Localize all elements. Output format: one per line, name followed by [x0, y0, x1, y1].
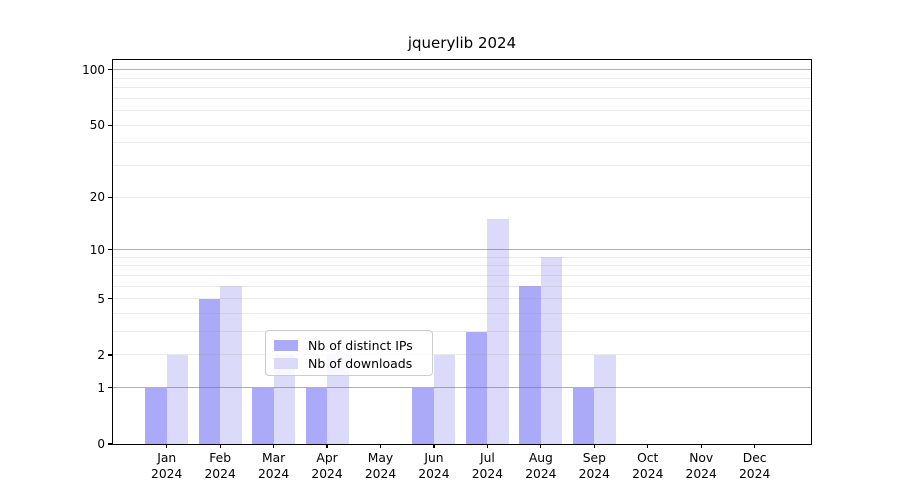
- gridline-minor: [113, 331, 811, 333]
- x-tick-mark: [273, 444, 275, 448]
- x-tick-label-aug: Aug 2024: [525, 451, 557, 481]
- gridline-minor: [113, 265, 811, 267]
- y-tick-mark: [108, 298, 113, 300]
- y-tick-mark: [108, 124, 113, 126]
- plot-area: [113, 60, 811, 444]
- y-tick-mark: [108, 443, 113, 445]
- y-tick-label: 20: [89, 190, 105, 205]
- gridline-minor: [113, 142, 811, 144]
- legend-item-downloads: Nb of downloads: [274, 355, 424, 372]
- y-tick-mark: [108, 387, 113, 389]
- gridline-major: [113, 387, 811, 389]
- x-tick-label-nov: Nov 2024: [685, 451, 717, 481]
- x-tick-mark: [647, 444, 649, 448]
- x-tick-mark: [433, 444, 435, 448]
- y-tick-mark: [108, 69, 113, 71]
- gridline-minor: [113, 285, 811, 287]
- y-tick-mark: [108, 248, 113, 251]
- gridline-minor: [113, 274, 811, 276]
- gridline-minor: [113, 110, 811, 112]
- x-tick-label-feb: Feb 2024: [204, 451, 236, 481]
- y-tick-label: 0: [97, 437, 105, 451]
- x-tick-label-sep: Sep 2024: [578, 451, 610, 481]
- x-tick-label-apr: Apr 2024: [311, 451, 343, 481]
- x-tick-label-jun: Jun 2024: [418, 451, 450, 481]
- legend-swatch-distinct-ips: [274, 340, 298, 351]
- y-tick-label: 10: [89, 242, 105, 257]
- bar-downloads-jan: [166, 354, 189, 444]
- bar-distinct-ips-sep: [572, 387, 595, 444]
- bar-downloads-sep: [594, 354, 616, 444]
- bar-distinct-ips-apr: [305, 387, 328, 444]
- x-tick-mark: [379, 444, 382, 448]
- legend-item-distinct-ips: Nb of distinct IPs: [274, 337, 424, 354]
- x-tick-label-may: May 2024: [364, 451, 397, 481]
- gridline-major: [113, 69, 811, 71]
- x-tick-mark: [593, 444, 595, 448]
- gridline-major: [113, 248, 811, 251]
- gridline-minor: [113, 165, 811, 167]
- y-tick-label: 2: [97, 347, 105, 362]
- y-tick-label: 50: [89, 118, 105, 133]
- gridline-minor: [113, 354, 811, 356]
- x-tick-label-jul: Jul 2024: [471, 451, 504, 481]
- bar-downloads-apr: [327, 354, 349, 444]
- x-tick-mark: [486, 444, 488, 448]
- gridline-minor: [113, 196, 811, 198]
- gridline-minor: [113, 87, 811, 89]
- x-tick-mark: [219, 444, 221, 448]
- legend-label-downloads: Nb of downloads: [308, 356, 413, 371]
- y-tick-mark: [108, 196, 113, 198]
- gridline-minor: [113, 298, 811, 300]
- x-tick-label-jan: Jan 2024: [151, 451, 183, 481]
- x-tick-label-oct: Oct 2024: [632, 451, 664, 481]
- gridline-minor: [113, 313, 811, 314]
- grid-layer: [113, 60, 811, 444]
- x-tick-label-dec: Dec 2024: [738, 451, 771, 481]
- legend: Nb of distinct IPs Nb of downloads: [265, 330, 433, 376]
- x-tick-mark: [540, 444, 542, 448]
- bar-distinct-ips-jan: [145, 387, 167, 444]
- bar-distinct-ips-jun: [412, 387, 434, 444]
- gridline-minor: [113, 97, 811, 99]
- bar-downloads-feb: [220, 286, 242, 444]
- y-tick-label: 5: [97, 291, 105, 306]
- x-tick-mark: [754, 444, 756, 448]
- x-tick-label-mar: Mar 2024: [257, 451, 290, 481]
- y-tick-mark: [108, 354, 113, 356]
- y-tick-label: 100: [82, 62, 105, 77]
- x-tick-mark: [166, 444, 168, 448]
- x-tick-mark: [700, 444, 702, 448]
- x-tick-mark: [326, 444, 328, 448]
- legend-label-distinct-ips: Nb of distinct IPs: [308, 338, 413, 353]
- y-tick-label: 1: [97, 380, 105, 395]
- bar-downloads-mar: [273, 354, 296, 444]
- legend-swatch-downloads: [274, 358, 298, 369]
- bar-distinct-ips-mar: [252, 387, 274, 444]
- bar-distinct-ips-aug: [519, 286, 541, 444]
- gridline-minor: [113, 256, 811, 258]
- gridline-minor: [113, 77, 811, 79]
- chart-title: jquerylib 2024: [407, 34, 517, 52]
- bar-distinct-ips-feb: [198, 298, 221, 444]
- bar-downloads-aug: [540, 257, 563, 444]
- bar-downloads-jun: [433, 354, 456, 444]
- gridline-minor: [113, 124, 811, 126]
